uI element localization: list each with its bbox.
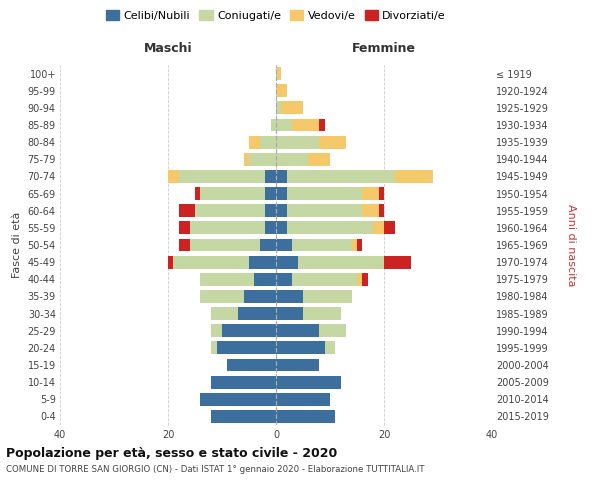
Bar: [379, 187, 384, 200]
Bar: [352, 238, 357, 252]
Bar: [244, 290, 276, 303]
Bar: [179, 222, 190, 234]
Bar: [227, 358, 276, 372]
Bar: [276, 187, 287, 200]
Bar: [211, 324, 222, 337]
Bar: [276, 410, 335, 423]
Bar: [276, 307, 303, 320]
Bar: [303, 290, 352, 303]
Bar: [379, 204, 384, 217]
Bar: [260, 238, 276, 252]
Bar: [179, 170, 265, 183]
Bar: [195, 187, 200, 200]
Bar: [195, 204, 265, 217]
Legend: Celibi/Nubili, Coniugati/e, Vedovi/e, Divorziati/e: Celibi/Nubili, Coniugati/e, Vedovi/e, Di…: [101, 6, 451, 25]
Bar: [249, 153, 276, 166]
Bar: [276, 376, 341, 388]
Bar: [260, 136, 276, 148]
Bar: [276, 238, 292, 252]
Bar: [265, 170, 276, 183]
Bar: [287, 170, 395, 183]
Bar: [173, 256, 249, 268]
Bar: [276, 256, 298, 268]
Bar: [373, 222, 384, 234]
Bar: [292, 238, 352, 252]
Bar: [384, 256, 411, 268]
Bar: [276, 153, 308, 166]
Bar: [362, 204, 379, 217]
Bar: [276, 342, 325, 354]
Bar: [281, 102, 303, 114]
Bar: [265, 204, 276, 217]
Bar: [249, 136, 260, 148]
Y-axis label: Fasce di età: Fasce di età: [12, 212, 22, 278]
Bar: [276, 136, 319, 148]
Bar: [211, 376, 276, 388]
Bar: [276, 324, 319, 337]
Bar: [244, 153, 249, 166]
Bar: [222, 324, 276, 337]
Text: Femmine: Femmine: [352, 42, 416, 54]
Bar: [319, 136, 346, 148]
Bar: [325, 342, 335, 354]
Bar: [276, 118, 292, 132]
Text: Popolazione per età, sesso e stato civile - 2020: Popolazione per età, sesso e stato civil…: [6, 448, 337, 460]
Bar: [287, 187, 362, 200]
Bar: [276, 204, 287, 217]
Bar: [362, 187, 379, 200]
Bar: [190, 238, 260, 252]
Bar: [276, 273, 292, 285]
Bar: [303, 307, 341, 320]
Bar: [292, 118, 319, 132]
Bar: [308, 153, 330, 166]
Bar: [200, 290, 244, 303]
Bar: [168, 170, 179, 183]
Bar: [298, 256, 384, 268]
Text: Maschi: Maschi: [143, 42, 193, 54]
Y-axis label: Anni di nascita: Anni di nascita: [566, 204, 576, 286]
Bar: [287, 204, 362, 217]
Bar: [276, 102, 281, 114]
Bar: [238, 307, 276, 320]
Bar: [211, 307, 238, 320]
Bar: [200, 273, 254, 285]
Bar: [276, 290, 303, 303]
Bar: [211, 342, 217, 354]
Bar: [276, 393, 330, 406]
Bar: [200, 187, 265, 200]
Bar: [179, 238, 190, 252]
Bar: [211, 410, 276, 423]
Bar: [217, 342, 276, 354]
Bar: [287, 222, 373, 234]
Bar: [362, 273, 368, 285]
Bar: [265, 187, 276, 200]
Bar: [357, 238, 362, 252]
Bar: [384, 222, 395, 234]
Bar: [249, 256, 276, 268]
Bar: [357, 273, 362, 285]
Bar: [276, 170, 287, 183]
Bar: [395, 170, 433, 183]
Bar: [276, 67, 281, 80]
Bar: [179, 204, 195, 217]
Bar: [265, 222, 276, 234]
Bar: [292, 273, 357, 285]
Bar: [254, 273, 276, 285]
Bar: [276, 84, 287, 97]
Bar: [276, 358, 319, 372]
Bar: [271, 118, 276, 132]
Bar: [319, 118, 325, 132]
Bar: [319, 324, 346, 337]
Text: COMUNE DI TORRE SAN GIORGIO (CN) - Dati ISTAT 1° gennaio 2020 - Elaborazione TUT: COMUNE DI TORRE SAN GIORGIO (CN) - Dati …: [6, 466, 425, 474]
Bar: [168, 256, 173, 268]
Bar: [276, 222, 287, 234]
Bar: [200, 393, 276, 406]
Bar: [190, 222, 265, 234]
